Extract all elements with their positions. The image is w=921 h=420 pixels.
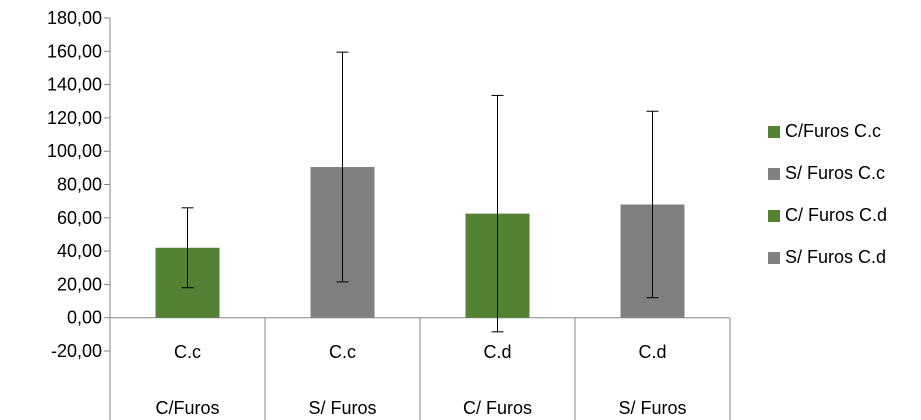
y-tick-label: 120,00 (47, 108, 102, 128)
category-label-level2: S/ Furos (308, 398, 376, 418)
y-tick-label: 20,00 (57, 274, 102, 294)
legend-swatch-3 (768, 210, 780, 222)
legend-swatch-2 (768, 168, 780, 180)
y-tick-label: 60,00 (57, 208, 102, 228)
category-label-level1: C.d (638, 342, 666, 362)
y-tick-label: 140,00 (47, 75, 102, 95)
legend-label-4: S/ Furos C.d (785, 247, 886, 267)
legend: C/Furos C.c S/ Furos C.c C/ Furos C.d S/ Fu… (768, 121, 887, 267)
y-tick-label: 100,00 (47, 141, 102, 161)
category-label-level1: C.c (174, 342, 201, 362)
y-tick-label: 40,00 (57, 241, 102, 261)
y-tick-label: 180,00 (47, 8, 102, 28)
category-label-level2: S/ Furos (618, 398, 686, 418)
legend-swatch-4 (768, 252, 780, 264)
legend-swatch-1 (768, 126, 780, 138)
legend-label-3: C/ Furos C.d (785, 205, 887, 225)
plot-area: -20,00 0,00 20,00 40,00 60,00 80,00 100,00 120,… (47, 8, 731, 420)
category-label-level2: C/ Furos (463, 398, 532, 418)
category-label-level2: C/Furos (155, 398, 219, 418)
y-tick-label: 160,00 (47, 41, 102, 61)
category-label-level1: C.d (483, 342, 511, 362)
category-label-level1: C.c (329, 342, 356, 362)
y-tick-label: -20,00 (51, 341, 102, 361)
legend-label-1: C/Furos C.c (785, 121, 881, 141)
y-tick-label: 80,00 (57, 175, 102, 195)
y-tick-label: 0,00 (67, 308, 102, 328)
legend-label-2: S/ Furos C.c (785, 163, 885, 183)
